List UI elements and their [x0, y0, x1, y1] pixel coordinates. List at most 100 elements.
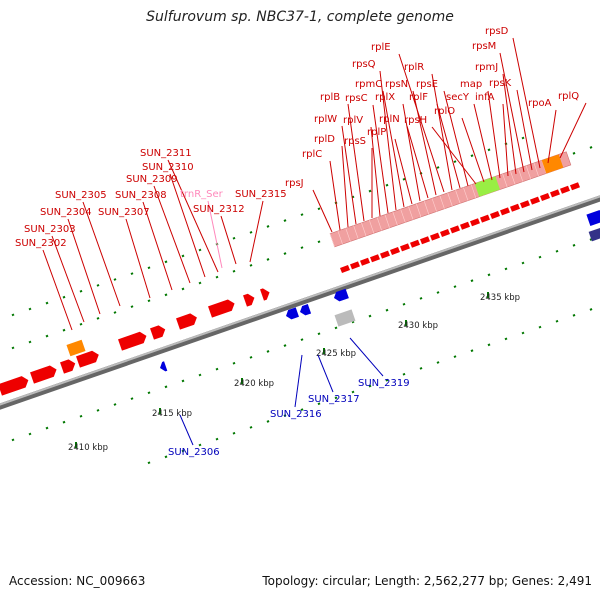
track-tick [572, 151, 576, 155]
operon-divider [423, 200, 430, 215]
operon-divider [455, 190, 461, 204]
gene-label-rplP: rplP [367, 127, 386, 138]
track-tick [419, 296, 423, 300]
operon-divider [368, 219, 375, 234]
track-tick [181, 379, 185, 383]
operon-divider [345, 228, 351, 242]
gene-label-SUN_2311: SUN_2311 [140, 148, 192, 159]
track-tick [555, 319, 559, 323]
gene-label-rplF: rplF [409, 92, 428, 103]
track-tick [453, 160, 457, 163]
leader-line [398, 53, 445, 193]
track-tick [45, 334, 49, 338]
operon-gene-arrow [370, 254, 380, 263]
track-tick [487, 343, 491, 347]
forward-gene [260, 288, 270, 301]
track-tick [351, 320, 355, 324]
track-tick [419, 366, 423, 370]
scale-label: 2435 kbp [480, 293, 520, 303]
track-tick [164, 293, 168, 297]
track-tick [470, 349, 474, 353]
operon-gene-arrow [480, 214, 490, 223]
operon-band [329, 151, 572, 248]
track-tick [283, 219, 287, 222]
track-tick [589, 308, 593, 311]
leader-line [372, 104, 389, 214]
track-tick [436, 291, 440, 294]
scale-label: 2420 kbp [234, 379, 274, 389]
operon-gene-arrow [560, 185, 570, 194]
forward-gene-arrow [118, 331, 147, 351]
gene-label-rpsM: rpsM [472, 41, 496, 52]
gene-label-rpsQ: rpsQ [352, 59, 376, 70]
track-tick [453, 285, 457, 288]
operon-divider [361, 222, 367, 237]
genome-summary: Topology: circular; Length: 2,562,277 bp… [262, 574, 592, 588]
track-tick [113, 311, 117, 314]
operon-gene-arrow [430, 232, 440, 241]
track-tick [402, 177, 406, 181]
track-tick [317, 240, 321, 244]
track-tick [62, 295, 66, 299]
operon-gene-arrow [440, 229, 450, 237]
gene-label-rplB: rplB [320, 92, 340, 103]
gene-label-map: map [460, 79, 482, 90]
forward-gene-arrow [243, 293, 255, 307]
orange-feature [541, 154, 564, 174]
track-tick [283, 414, 287, 417]
operon-gene-arrow [530, 196, 540, 205]
gene-label-rpsH: rpsH [404, 115, 427, 126]
track-tick [521, 331, 525, 335]
leader-line [502, 73, 517, 175]
operon-divider [408, 206, 414, 220]
leader-line [82, 201, 121, 307]
gene-label-rplO: rplO [434, 106, 455, 117]
forward-gene-arrow [76, 350, 99, 368]
leader-line [382, 90, 405, 208]
operon-divider [384, 214, 390, 228]
track-tick [249, 355, 253, 359]
track-tick [300, 213, 304, 217]
operon-gene-arrow [470, 218, 480, 227]
track-tick [11, 346, 15, 350]
gene-label-SUN_2304: SUN_2304 [40, 207, 92, 218]
track-tick [368, 189, 372, 193]
track-tick [79, 289, 83, 293]
gene-label-SUN_2316: SUN_2316 [270, 409, 322, 420]
operon-divider [329, 233, 335, 247]
label-leader-lines [42, 37, 587, 446]
operon-gene-arrow [450, 225, 460, 234]
leader-line [431, 73, 453, 191]
gene-label-rplN: rplN [379, 114, 400, 125]
leader-line [51, 235, 85, 323]
green-feature [474, 176, 500, 197]
leader-line [436, 103, 461, 189]
forward-gene-arrow [60, 359, 76, 374]
operon-gene-arrow [550, 189, 560, 198]
track-tick [453, 355, 457, 358]
track-tick [266, 420, 270, 423]
track-tick [266, 258, 270, 261]
gene-label-SUN_2309: SUN_2309 [126, 174, 178, 185]
forward-gene-arrow [0, 376, 29, 396]
gene-label-rpsK: rpsK [489, 78, 512, 89]
leader-line [125, 218, 151, 299]
track-tick [589, 146, 593, 149]
track-tick [436, 361, 440, 364]
track-tick [11, 313, 15, 317]
reverse-gene [300, 303, 312, 316]
track-tick [436, 166, 440, 169]
track-tick [300, 338, 304, 342]
track-tick [147, 391, 151, 395]
operon-gene-arrow [500, 207, 510, 216]
leader-line [294, 354, 303, 408]
gene-label-SUN_2319: SUN_2319 [358, 378, 410, 389]
operon-gene-arrow [410, 239, 420, 248]
operon-gene-arrow [520, 200, 530, 209]
track-tick [470, 279, 474, 283]
track-tick [487, 273, 491, 277]
track-tick [96, 317, 100, 320]
operon-divider [447, 192, 453, 207]
track-tick [572, 243, 576, 247]
